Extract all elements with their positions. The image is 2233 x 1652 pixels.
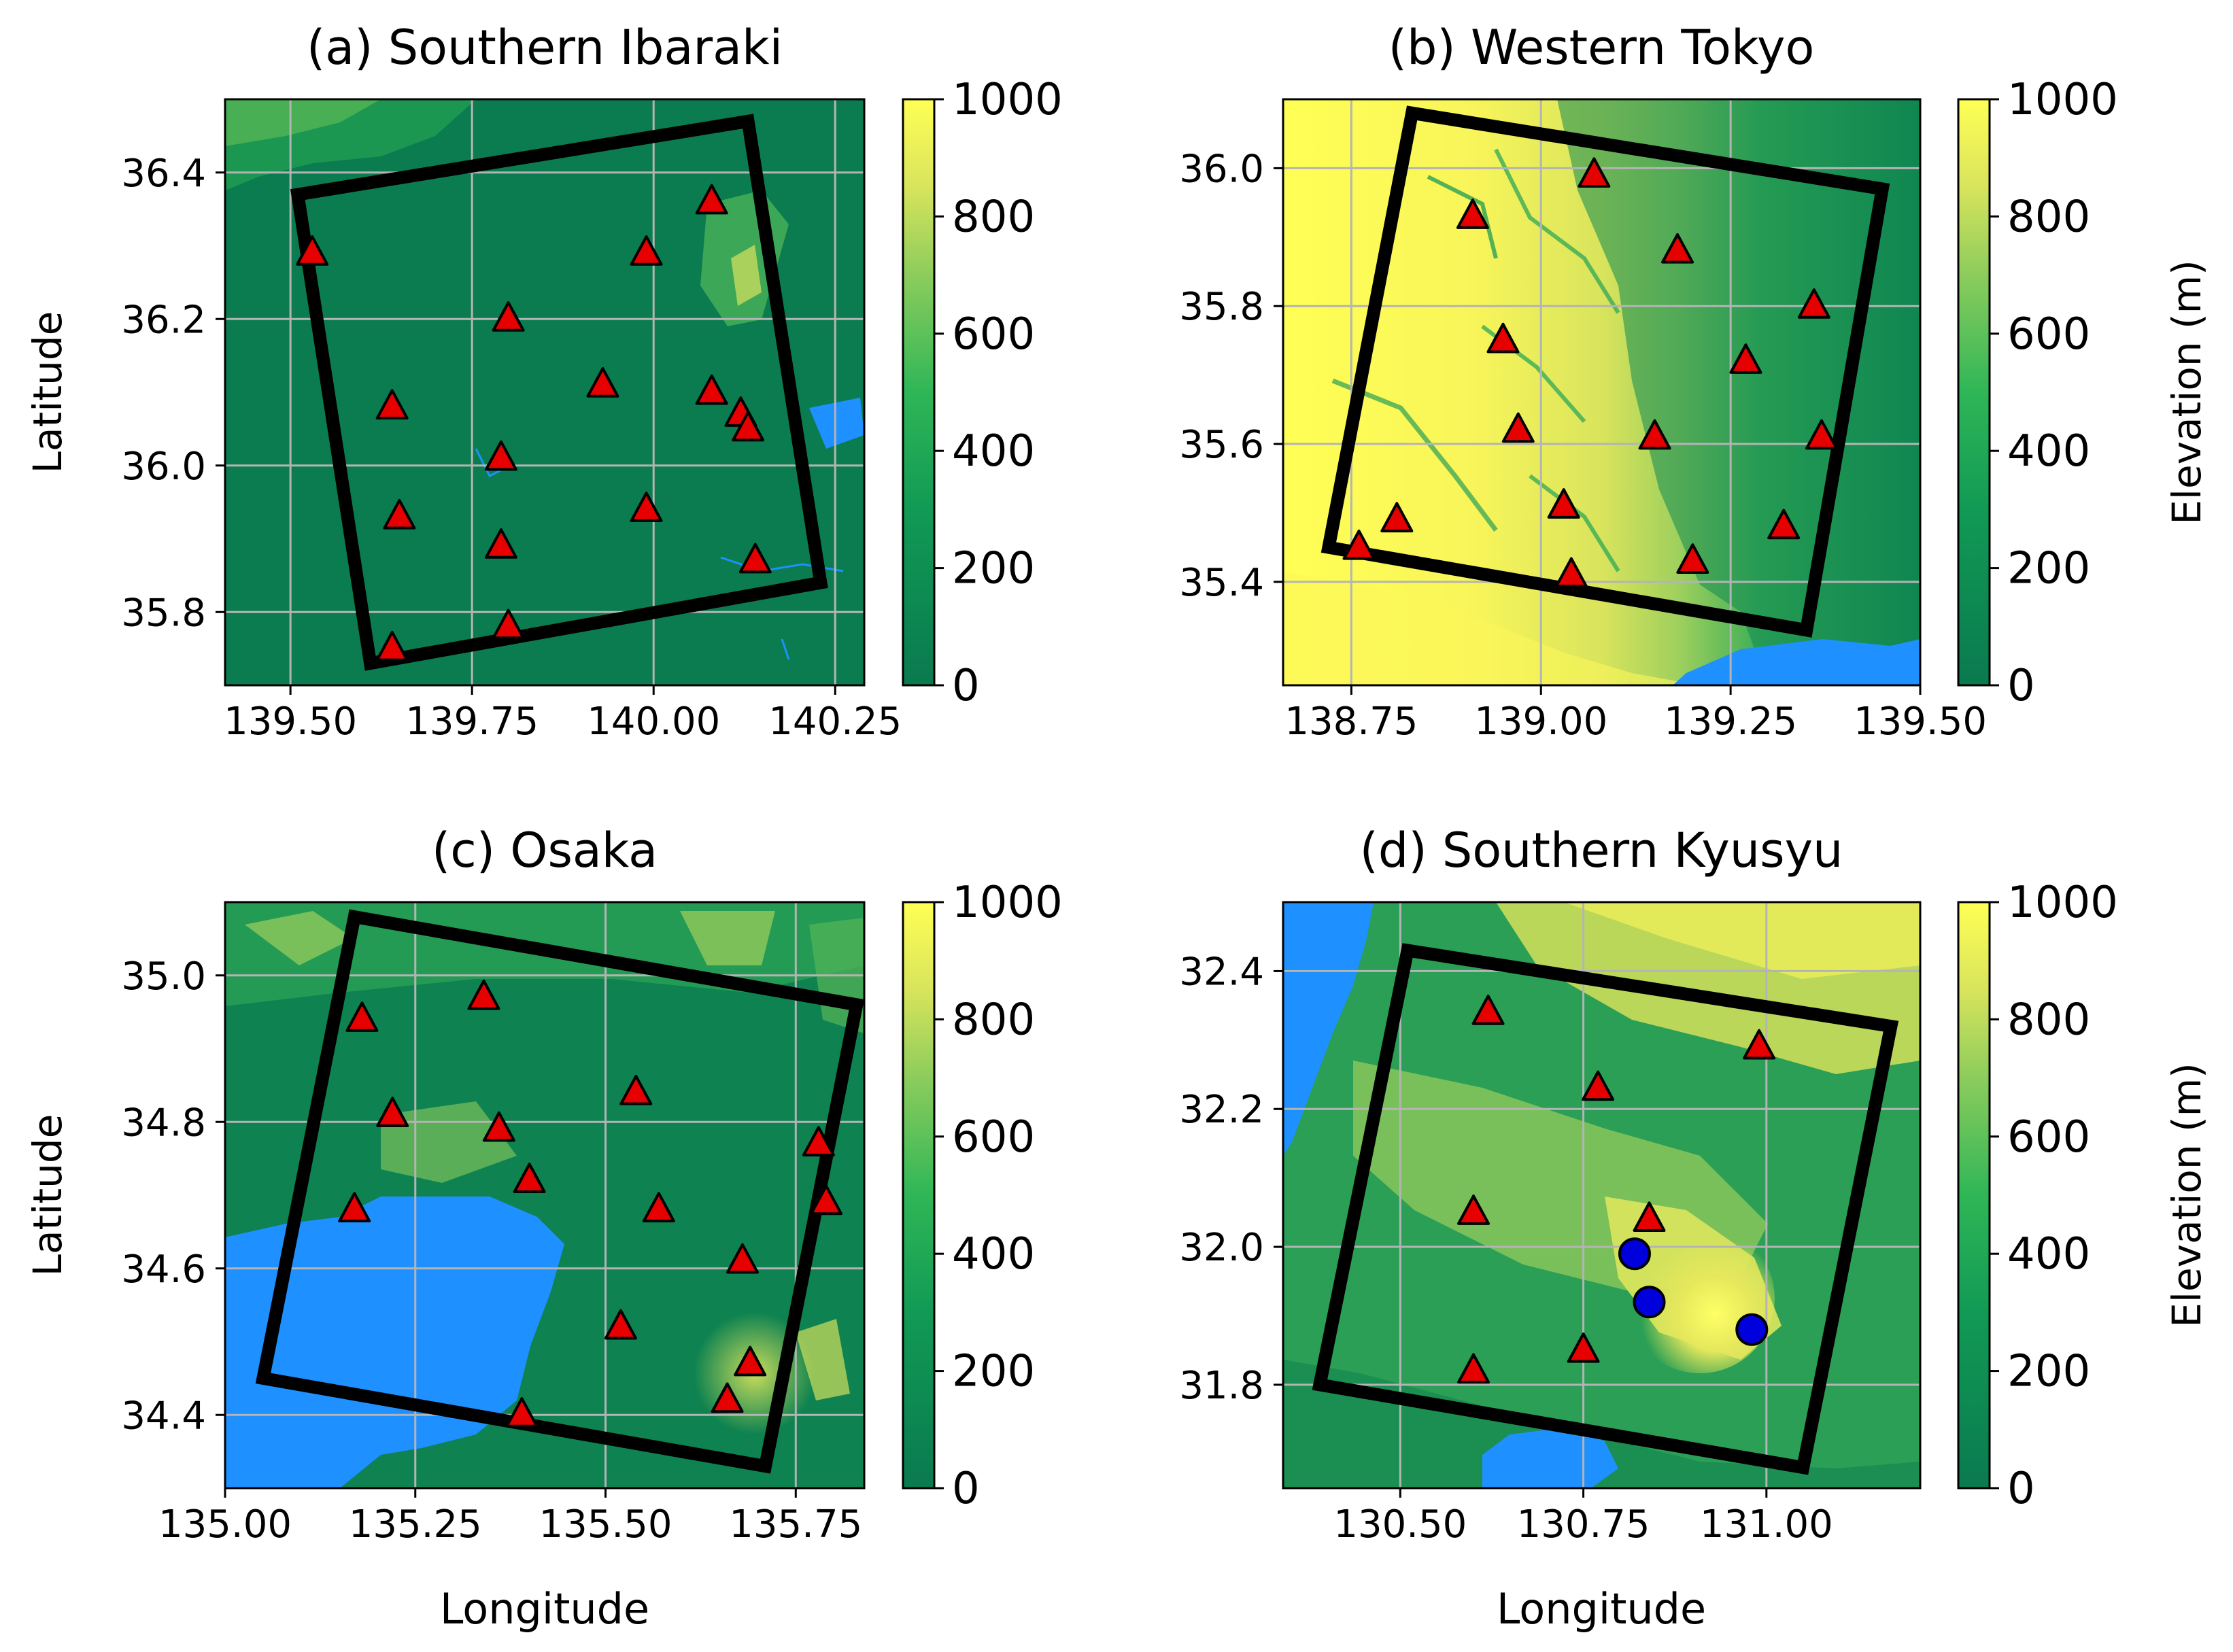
panel-a-colorbar: 1000 800 600 400 200 0: [903, 75, 1063, 711]
panel-a-ylabel: Latitude: [24, 311, 71, 474]
panel-a-colorbar-tick-label: 1000: [952, 75, 1063, 125]
panel-d-title: (d) Southern Kyusyu: [1360, 823, 1843, 878]
figure: (a) Southern Ibaraki 139.50 139.75 140.00 1…: [0, 0, 2233, 1652]
panel-d-colorbar-tick-label: 200: [2007, 1347, 2090, 1397]
panel-c-ytick-label: 34.8: [121, 1101, 206, 1145]
panel-a-xtick-label: 140.00: [587, 700, 720, 744]
panel-southern-ibaraki: (a) Southern Ibaraki 139.50 139.75 140.00 1…: [24, 20, 1063, 744]
panel-c-colorbar-tick-label: 0: [952, 1464, 980, 1514]
panel-b-colorbar: 1000 800 600 400 200 0: [1958, 75, 2118, 711]
panel-c-colorbar-tick-label: 1000: [952, 878, 1063, 928]
panel-b-xtick-label: 139.50: [1854, 700, 1987, 744]
station-circle-marker: [1635, 1287, 1665, 1317]
panel-c-xtick-label: 135.75: [729, 1502, 862, 1547]
panel-osaka: (c) Osaka 135.00 135.25 135.50 135.75 34.4 34…: [24, 823, 1063, 1634]
panel-b-xtick-label: 139.00: [1474, 700, 1607, 744]
panel-b-xtick-label: 139.25: [1664, 700, 1797, 744]
panel-b-ytick-label: 35.4: [1179, 561, 1264, 605]
panel-a-colorbar-tick-label: 400: [952, 426, 1035, 477]
station-circle-marker: [1737, 1315, 1767, 1345]
panel-d-xtick-label: 130.75: [1517, 1502, 1650, 1547]
panel-c-colorbar-tick-label: 200: [952, 1347, 1035, 1397]
panel-a-xtick-label: 139.50: [224, 700, 357, 744]
panel-c-colorbar-tick-label: 400: [952, 1229, 1035, 1279]
panel-d-colorbar-tick-label: 600: [2007, 1112, 2090, 1163]
panel-c-ytick-label: 35.0: [121, 954, 206, 999]
panel-b-colorbar-label: Elevation (m): [2164, 260, 2210, 525]
panel-a-ytick-label: 36.0: [121, 445, 206, 489]
panel-b-colorbar-tick-label: 1000: [2007, 75, 2118, 125]
panel-a-colorbar-tick-label: 0: [952, 661, 980, 711]
panel-southern-kyusyu: (d) Southern Kyusyu 130.50 130.75 131.00 31…: [1179, 823, 2210, 1634]
panel-a-colorbar-tick-label: 200: [952, 544, 1035, 594]
panel-c-xtick-label: 135.25: [349, 1502, 482, 1547]
panel-a-colorbar-tick-label: 600: [952, 309, 1035, 360]
panel-c-colorbar-tick-label: 600: [952, 1112, 1035, 1163]
panel-d-colorbar-tick-label: 0: [2007, 1464, 2035, 1514]
panel-b-colorbar-tick-label: 600: [2007, 309, 2090, 360]
panel-d-ytick-label: 31.8: [1179, 1364, 1264, 1408]
panel-c-colorbar: 1000 800 600 400 200 0: [903, 878, 1063, 1514]
panel-a-colorbar-ticks: 1000 800 600 400 200 0: [934, 75, 1063, 711]
panel-b-ytick-label: 35.6: [1179, 423, 1264, 467]
panel-a-xtick-label: 139.75: [405, 700, 539, 744]
panel-c-xlabel: Longitude: [440, 1584, 649, 1634]
panel-d-colorbar: 1000 800 600 400 200 0: [1958, 878, 2118, 1514]
panel-a-ytick-label: 35.8: [121, 591, 206, 635]
panel-a-xtick-label: 140.25: [768, 700, 902, 744]
panel-c-colorbar-tick-label: 800: [952, 995, 1035, 1045]
panel-d-colorbar-tick-label: 1000: [2007, 878, 2118, 928]
panel-a-ytick-label: 36.4: [121, 152, 206, 196]
panel-b-colorbar-tick-label: 800: [2007, 192, 2090, 242]
station-circle-marker: [1620, 1239, 1650, 1269]
panel-b-ytick-label: 35.8: [1179, 285, 1264, 329]
panel-d-xtick-label: 131.00: [1700, 1502, 1833, 1547]
panel-c-ytick-label: 34.6: [121, 1247, 206, 1292]
panel-a-ytick-label: 36.2: [121, 298, 206, 342]
panel-b-xtick-label: 138.75: [1284, 700, 1418, 744]
panel-b-colorbar-tick-label: 0: [2007, 661, 2035, 711]
panel-c-title: (c) Osaka: [432, 823, 658, 878]
panel-d-colorbar-label: Elevation (m): [2164, 1063, 2210, 1328]
panel-d-ytick-label: 32.4: [1179, 950, 1264, 994]
panel-c-ylabel: Latitude: [24, 1114, 71, 1277]
panel-b-title: (b) Western Tokyo: [1388, 20, 1815, 75]
panel-c-ytick-label: 34.4: [121, 1394, 206, 1438]
panel-d-colorbar-ticks: 1000 800 600 400 200 0: [1990, 878, 2118, 1514]
panel-a-colorbar-tick-label: 800: [952, 192, 1035, 242]
panel-d-colorbar-tick-label: 800: [2007, 995, 2090, 1045]
panel-d-colorbar-tick-label: 400: [2007, 1229, 2090, 1279]
panel-a-title: (a) Southern Ibaraki: [307, 20, 783, 75]
panel-d-ytick-label: 32.2: [1179, 1088, 1264, 1132]
panel-c-colorbar-ticks: 1000 800 600 400 200 0: [934, 878, 1063, 1514]
panel-d-xlabel: Longitude: [1497, 1584, 1706, 1634]
panel-b-ytick-label: 36.0: [1179, 147, 1264, 191]
panel-c-xtick-label: 135.00: [158, 1502, 292, 1547]
panel-c-xtick-label: 135.50: [539, 1502, 672, 1547]
panel-western-tokyo: (b) Western Tokyo 138.75 139.00 139.25 139.…: [1179, 20, 2210, 744]
panel-d-xtick-label: 130.50: [1333, 1502, 1467, 1547]
panel-b-colorbar-tick-label: 400: [2007, 426, 2090, 477]
panel-d-ytick-label: 32.0: [1179, 1226, 1264, 1270]
panel-b-colorbar-ticks: 1000 800 600 400 200 0: [1990, 75, 2118, 711]
panel-b-colorbar-tick-label: 200: [2007, 544, 2090, 594]
